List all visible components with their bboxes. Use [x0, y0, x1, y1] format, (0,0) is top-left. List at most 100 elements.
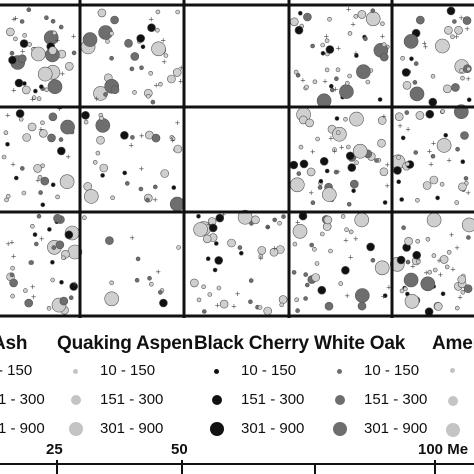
tree-point: [354, 160, 359, 165]
tree-point: [335, 130, 341, 135]
tree-point: [327, 16, 332, 22]
tree-point: [305, 118, 314, 128]
tree-point: [120, 131, 129, 140]
tree-point: [289, 177, 305, 193]
tree-point: [405, 259, 411, 265]
tree-point: [460, 159, 466, 164]
tree-point: [109, 280, 114, 286]
tree-point: [158, 290, 163, 295]
seedling-mark: +: [272, 245, 278, 253]
tree-point: [4, 197, 9, 203]
tree-point: [318, 178, 324, 184]
tree-point: [32, 232, 38, 237]
tree-point: [37, 174, 43, 180]
tree-point: [31, 95, 37, 100]
tree-point: [158, 81, 163, 87]
seedling-mark: +: [380, 32, 386, 40]
seedling-mark: +: [9, 238, 15, 246]
seedling-mark: +: [381, 293, 387, 301]
tree-point: [53, 214, 62, 223]
tree-point: [289, 17, 299, 27]
amer-small-symbol: [450, 368, 455, 373]
tree-point: [48, 46, 58, 55]
tree-point: [47, 133, 56, 143]
seedling-mark: +: [94, 95, 100, 103]
seedling-mark: +: [436, 257, 442, 265]
tree-point: [409, 86, 425, 102]
legend-aspen-row-3: 301 - 900: [69, 420, 163, 437]
tree-point: [33, 241, 39, 247]
tree-point: [425, 109, 435, 119]
tree-point: [431, 253, 437, 258]
tree-point: [433, 302, 443, 311]
tree-point: [129, 66, 135, 72]
tree-point: [36, 96, 42, 101]
tree-point: [27, 122, 37, 132]
tree-point: [130, 135, 135, 140]
seedling-mark: +: [59, 70, 65, 78]
tree-point: [303, 12, 312, 22]
seedling-mark: +: [129, 234, 135, 242]
tree-point: [163, 53, 169, 58]
tree-point: [365, 79, 371, 85]
plot-grid: [0, 0, 474, 318]
seedling-mark: +: [431, 139, 437, 147]
tree-point: [304, 282, 310, 288]
tree-point: [347, 73, 352, 79]
tree-point: [40, 176, 50, 186]
tree-point: [151, 133, 161, 143]
tree-point: [28, 260, 34, 265]
tree-point: [269, 247, 279, 257]
seedling-mark: +: [339, 144, 345, 152]
seedling-mark: +: [39, 235, 45, 243]
tree-point: [323, 215, 333, 225]
seedling-mark: +: [231, 303, 237, 311]
seedling-mark: +: [346, 5, 352, 13]
seedling-mark: +: [5, 240, 11, 248]
tree-point: [10, 293, 15, 299]
tree-point: [160, 169, 169, 178]
tree-point: [59, 279, 64, 285]
tree-point: [320, 42, 326, 48]
tree-point: [22, 33, 27, 38]
tree-point: [413, 150, 419, 155]
tree-point: [430, 73, 436, 79]
tree-point: [61, 255, 66, 261]
tree-point: [455, 146, 460, 152]
tree-point: [450, 34, 455, 40]
tree-point: [124, 38, 133, 48]
seedling-mark: +: [423, 269, 429, 277]
tree-point: [409, 56, 414, 62]
scale-label-50: 50: [171, 441, 188, 458]
tree-point: [37, 66, 53, 82]
aspen-medium-symbol: [71, 395, 81, 406]
tree-point: [58, 137, 64, 142]
seedling-mark: +: [328, 134, 334, 142]
tree-point: [304, 84, 309, 90]
tree-point: [403, 286, 408, 292]
seedling-mark: +: [153, 81, 159, 89]
tree-point: [257, 305, 263, 310]
tree-point: [55, 240, 65, 250]
tree-point: [134, 277, 140, 283]
tree-point: [380, 21, 385, 27]
oak-large-symbol: [333, 422, 347, 437]
seedling-mark: +: [384, 161, 390, 169]
tree-point: [382, 200, 388, 205]
tree-point: [415, 239, 421, 244]
tree-point: [151, 41, 166, 57]
seedling-mark: +: [348, 254, 354, 262]
tree-point: [396, 179, 402, 185]
tree-point: [50, 277, 56, 283]
seedling-mark: +: [449, 231, 455, 239]
seedling-mark: +: [11, 86, 17, 94]
tree-point: [251, 215, 260, 225]
tree-point: [341, 265, 350, 275]
tree-point: [443, 133, 449, 138]
tree-point: [299, 159, 309, 169]
seedling-mark: +: [427, 148, 433, 156]
tree-point: [292, 241, 298, 247]
tree-point: [135, 256, 141, 262]
tree-point: [60, 119, 75, 135]
tree-point: [26, 7, 32, 12]
